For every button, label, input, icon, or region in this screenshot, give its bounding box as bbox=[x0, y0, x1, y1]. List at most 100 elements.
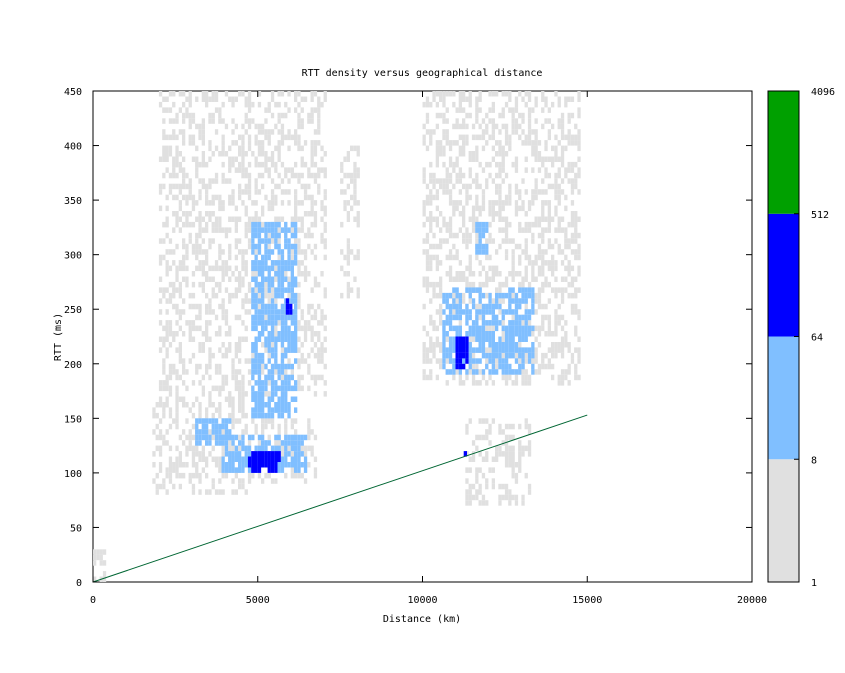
density-cell-low bbox=[244, 249, 248, 255]
density-cell-low bbox=[498, 140, 502, 146]
density-cell-low bbox=[323, 227, 327, 233]
density-cell-low bbox=[238, 134, 242, 141]
density-cell-low bbox=[297, 118, 301, 124]
density-cell-mid bbox=[251, 265, 255, 272]
density-cell-mid bbox=[264, 243, 268, 250]
density-cell-low bbox=[102, 576, 107, 582]
density-cell-low bbox=[501, 205, 505, 212]
density-cell-low bbox=[504, 134, 509, 141]
density-cell-mid bbox=[280, 309, 285, 315]
density-cell-low bbox=[527, 91, 532, 97]
density-cell-low bbox=[527, 107, 532, 113]
density-cell-low bbox=[158, 101, 163, 108]
density-cell-low bbox=[247, 96, 252, 102]
density-cell-low bbox=[577, 271, 581, 277]
density-cell-low bbox=[168, 412, 173, 419]
density-cell-mid bbox=[518, 331, 522, 337]
density-cell-low bbox=[158, 156, 163, 162]
density-cell-low bbox=[162, 478, 166, 484]
density-cell-mid bbox=[280, 440, 285, 446]
density-cell-low bbox=[254, 178, 258, 184]
density-cell-mid bbox=[303, 434, 308, 441]
density-cell-mid bbox=[231, 456, 235, 462]
density-cell-low bbox=[537, 369, 542, 375]
density-cell-mid bbox=[495, 320, 499, 326]
density-cell-mid bbox=[277, 232, 281, 239]
density-cell-low bbox=[551, 374, 555, 381]
density-cell-low bbox=[274, 200, 278, 206]
density-cell-mid bbox=[524, 292, 528, 299]
density-cell-low bbox=[310, 156, 314, 162]
density-cell-low bbox=[564, 205, 568, 212]
density-cell-low bbox=[429, 281, 433, 288]
density-cell-low bbox=[205, 407, 209, 413]
density-cell-low bbox=[234, 489, 238, 495]
density-cell-low bbox=[313, 243, 318, 250]
density-cell-low bbox=[221, 271, 225, 277]
density-cell-mid bbox=[261, 391, 265, 397]
density-cell-low bbox=[244, 227, 248, 233]
density-cell-mid bbox=[284, 374, 288, 381]
density-cell-low bbox=[560, 336, 565, 342]
density-cell-low bbox=[471, 227, 476, 233]
density-cell-low bbox=[422, 342, 426, 348]
density-cell-low bbox=[524, 140, 528, 146]
density-cell-low bbox=[198, 227, 202, 233]
density-cell-low bbox=[280, 140, 285, 146]
density-cell-mid bbox=[511, 342, 515, 348]
density-cell-low bbox=[310, 107, 314, 113]
density-cell-mid bbox=[491, 352, 495, 359]
density-cell-mid bbox=[270, 374, 275, 381]
density-cell-low bbox=[570, 265, 575, 272]
density-cell-low bbox=[501, 151, 505, 157]
density-cell-low bbox=[435, 216, 439, 222]
density-cell-low bbox=[537, 221, 542, 228]
density-cell-low bbox=[158, 309, 163, 315]
density-cell-low bbox=[198, 412, 202, 419]
density-cell-low bbox=[475, 194, 479, 201]
density-cell-low bbox=[527, 320, 532, 326]
density-cell-low bbox=[521, 112, 525, 119]
density-cell-low bbox=[527, 205, 532, 212]
density-cell-high bbox=[274, 462, 278, 468]
density-cell-low bbox=[247, 287, 252, 293]
density-cell-mid bbox=[221, 462, 225, 468]
density-cell-low bbox=[208, 298, 212, 304]
density-cell-low bbox=[574, 254, 578, 261]
density-cell-low bbox=[478, 500, 482, 506]
density-cell-mid bbox=[267, 342, 271, 348]
density-cell-mid bbox=[287, 331, 291, 337]
density-cell-mid bbox=[261, 287, 265, 293]
density-cell-mid bbox=[274, 352, 278, 359]
density-cell-low bbox=[158, 205, 163, 212]
density-cell-low bbox=[317, 374, 321, 381]
density-cell-mid bbox=[251, 249, 255, 255]
density-cell-low bbox=[172, 369, 176, 375]
density-cell-low bbox=[188, 211, 192, 217]
density-cell-mid bbox=[445, 303, 449, 310]
density-cell-low bbox=[544, 227, 548, 233]
density-cell-low bbox=[498, 445, 502, 452]
density-cell-low bbox=[195, 445, 199, 452]
density-cell-low bbox=[429, 178, 433, 184]
density-cell-mid bbox=[270, 221, 275, 228]
density-cell-low bbox=[485, 500, 489, 506]
density-cell-low bbox=[481, 500, 486, 506]
density-cell-low bbox=[534, 194, 538, 201]
density-cell-mid bbox=[261, 385, 265, 392]
density-cell-low bbox=[524, 418, 528, 424]
density-cell-mid bbox=[234, 451, 238, 457]
density-cell-low bbox=[162, 118, 166, 124]
density-cell-low bbox=[182, 429, 186, 435]
density-cell-low bbox=[152, 412, 156, 419]
density-cell-low bbox=[317, 112, 321, 119]
density-cell-low bbox=[208, 347, 212, 353]
density-cell-low bbox=[277, 254, 281, 261]
density-cell-high bbox=[462, 352, 466, 359]
density-cell-low bbox=[238, 151, 242, 157]
density-cell-low bbox=[498, 309, 502, 315]
density-cell-low bbox=[491, 418, 495, 424]
density-cell-low bbox=[261, 129, 265, 135]
density-cell-mid bbox=[257, 331, 262, 337]
density-cell-mid bbox=[488, 320, 492, 326]
